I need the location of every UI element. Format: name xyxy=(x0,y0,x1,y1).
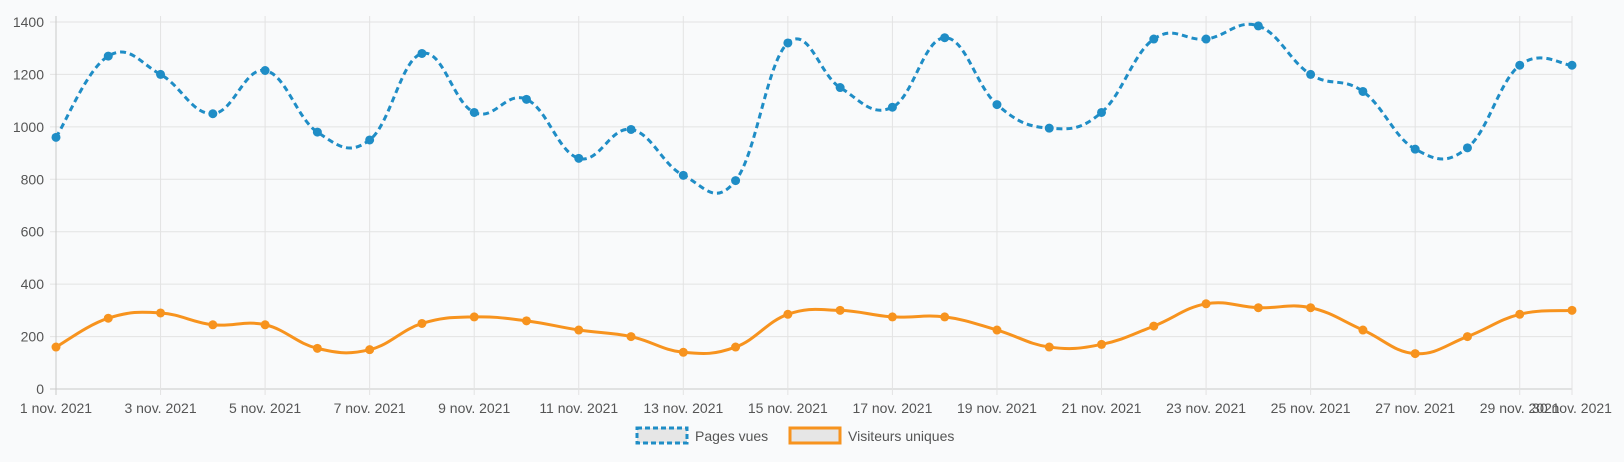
data-point xyxy=(208,320,218,330)
data-point xyxy=(103,51,113,61)
data-point xyxy=(678,347,688,357)
data-point xyxy=(1410,349,1420,359)
data-point xyxy=(1515,60,1525,70)
data-point xyxy=(1410,144,1420,154)
data-point xyxy=(312,127,322,137)
data-point xyxy=(783,309,793,319)
chart-series xyxy=(51,21,1577,359)
x-tick-label: 21 nov. 2021 xyxy=(1062,400,1142,416)
legend-label: Visiteurs uniques xyxy=(848,428,954,444)
x-tick-label: 11 nov. 2021 xyxy=(539,400,618,416)
data-point xyxy=(992,325,1002,335)
x-tick-label: 30 nov. 2021 xyxy=(1532,400,1612,416)
data-point xyxy=(1567,60,1577,70)
x-tick-label: 17 nov. 2021 xyxy=(852,400,932,416)
x-tick-label: 1 nov. 2021 xyxy=(20,400,92,416)
data-point xyxy=(51,342,61,352)
series-pages-vues xyxy=(51,21,1577,195)
data-point xyxy=(1462,332,1472,342)
data-point xyxy=(208,109,218,119)
data-point xyxy=(574,325,584,335)
legend-label: Pages vues xyxy=(695,428,768,444)
x-tick-label: 13 nov. 2021 xyxy=(643,400,723,416)
data-point xyxy=(521,94,531,104)
data-point xyxy=(365,345,375,355)
data-point xyxy=(1358,86,1368,96)
data-point xyxy=(731,176,741,186)
x-tick-label: 9 nov. 2021 xyxy=(438,400,510,416)
data-point xyxy=(1097,339,1107,349)
data-point xyxy=(156,308,166,318)
x-tick-label: 23 nov. 2021 xyxy=(1166,400,1246,416)
x-axis: 1 nov. 2021 3 nov. 2021 5 nov. 2021 7 nov. … xyxy=(20,400,1612,416)
data-point xyxy=(312,343,322,353)
data-point xyxy=(521,316,531,326)
data-point xyxy=(678,170,688,180)
data-point xyxy=(835,83,845,93)
data-point xyxy=(887,102,897,112)
data-point xyxy=(574,153,584,163)
data-point xyxy=(940,33,950,43)
series-line xyxy=(55,301,1573,356)
y-tick-label: 800 xyxy=(21,171,45,187)
data-point xyxy=(1201,34,1211,44)
data-point xyxy=(103,313,113,323)
y-axis: 0 200 400 600 800 1000 1200 1400 xyxy=(13,14,44,397)
x-tick-label: 19 nov. 2021 xyxy=(957,400,1037,416)
data-point xyxy=(1358,325,1368,335)
data-point xyxy=(156,69,166,79)
data-point xyxy=(783,38,793,48)
data-point xyxy=(260,320,270,330)
x-tick-label: 27 nov. 2021 xyxy=(1375,400,1455,416)
y-tick-label: 1000 xyxy=(13,119,44,135)
y-tick-label: 600 xyxy=(21,224,45,240)
data-point xyxy=(1567,305,1577,315)
data-point xyxy=(887,312,897,322)
data-point xyxy=(835,305,845,315)
legend: Pages vues Visiteurs uniques xyxy=(635,426,954,445)
data-point xyxy=(992,100,1002,110)
chart-grid xyxy=(50,16,1573,395)
x-tick-label: 7 nov. 2021 xyxy=(334,400,406,416)
x-tick-label: 15 nov. 2021 xyxy=(748,400,828,416)
legend-swatch xyxy=(635,426,689,445)
y-tick-label: 1200 xyxy=(13,66,44,82)
data-point xyxy=(365,135,375,145)
x-tick-label: 5 nov. 2021 xyxy=(229,400,301,416)
data-point xyxy=(1149,321,1159,331)
data-point xyxy=(260,65,270,75)
y-tick-label: 400 xyxy=(21,276,45,292)
x-tick-label: 25 nov. 2021 xyxy=(1271,400,1351,416)
series-visiteurs-uniques xyxy=(51,299,1577,359)
y-tick-label: 0 xyxy=(36,381,44,397)
y-tick-label: 200 xyxy=(21,329,45,345)
data-point xyxy=(1306,69,1316,79)
data-point xyxy=(417,48,427,58)
y-tick-label: 1400 xyxy=(13,14,44,30)
data-point xyxy=(940,312,950,322)
data-point xyxy=(1515,309,1525,319)
data-point xyxy=(1044,342,1054,352)
data-point xyxy=(1149,34,1159,44)
data-point xyxy=(1253,303,1263,313)
data-point xyxy=(731,342,741,352)
data-point xyxy=(469,107,479,117)
data-point xyxy=(626,332,636,342)
legend-swatch xyxy=(788,426,842,445)
data-point xyxy=(51,132,61,142)
data-point xyxy=(1462,143,1472,153)
data-point xyxy=(469,312,479,322)
data-point xyxy=(626,124,636,134)
data-point xyxy=(1306,303,1316,313)
x-tick-label: 29 nov. 2021 xyxy=(1480,400,1560,416)
data-point xyxy=(417,318,427,328)
data-point xyxy=(1201,299,1211,309)
data-point xyxy=(1253,21,1263,31)
series-line xyxy=(54,22,1573,195)
data-point xyxy=(1044,123,1054,133)
x-tick-label: 3 nov. 2021 xyxy=(124,400,196,416)
data-point xyxy=(1097,107,1107,117)
